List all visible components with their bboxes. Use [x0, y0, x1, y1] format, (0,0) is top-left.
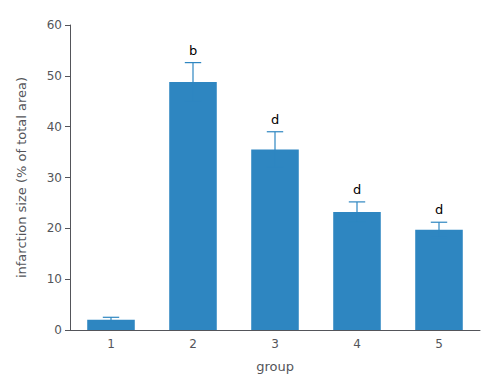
svg-text:d: d: [271, 112, 279, 127]
svg-text:5: 5: [435, 337, 443, 351]
svg-text:50: 50: [47, 69, 62, 83]
svg-text:60: 60: [47, 18, 62, 32]
svg-text:10: 10: [47, 272, 62, 286]
svg-text:20: 20: [47, 221, 62, 235]
svg-text:30: 30: [47, 171, 62, 185]
svg-text:infarction size (% of total ar: infarction size (% of total area): [14, 77, 29, 278]
svg-text:d: d: [435, 202, 443, 217]
svg-text:2: 2: [189, 337, 197, 351]
svg-text:4: 4: [353, 337, 361, 351]
svg-text:0: 0: [54, 323, 62, 337]
svg-text:d: d: [353, 182, 361, 197]
svg-text:group: group: [256, 359, 294, 374]
svg-text:1: 1: [107, 337, 115, 351]
svg-text:b: b: [189, 43, 197, 58]
svg-text:40: 40: [47, 120, 62, 134]
svg-text:3: 3: [271, 337, 279, 351]
